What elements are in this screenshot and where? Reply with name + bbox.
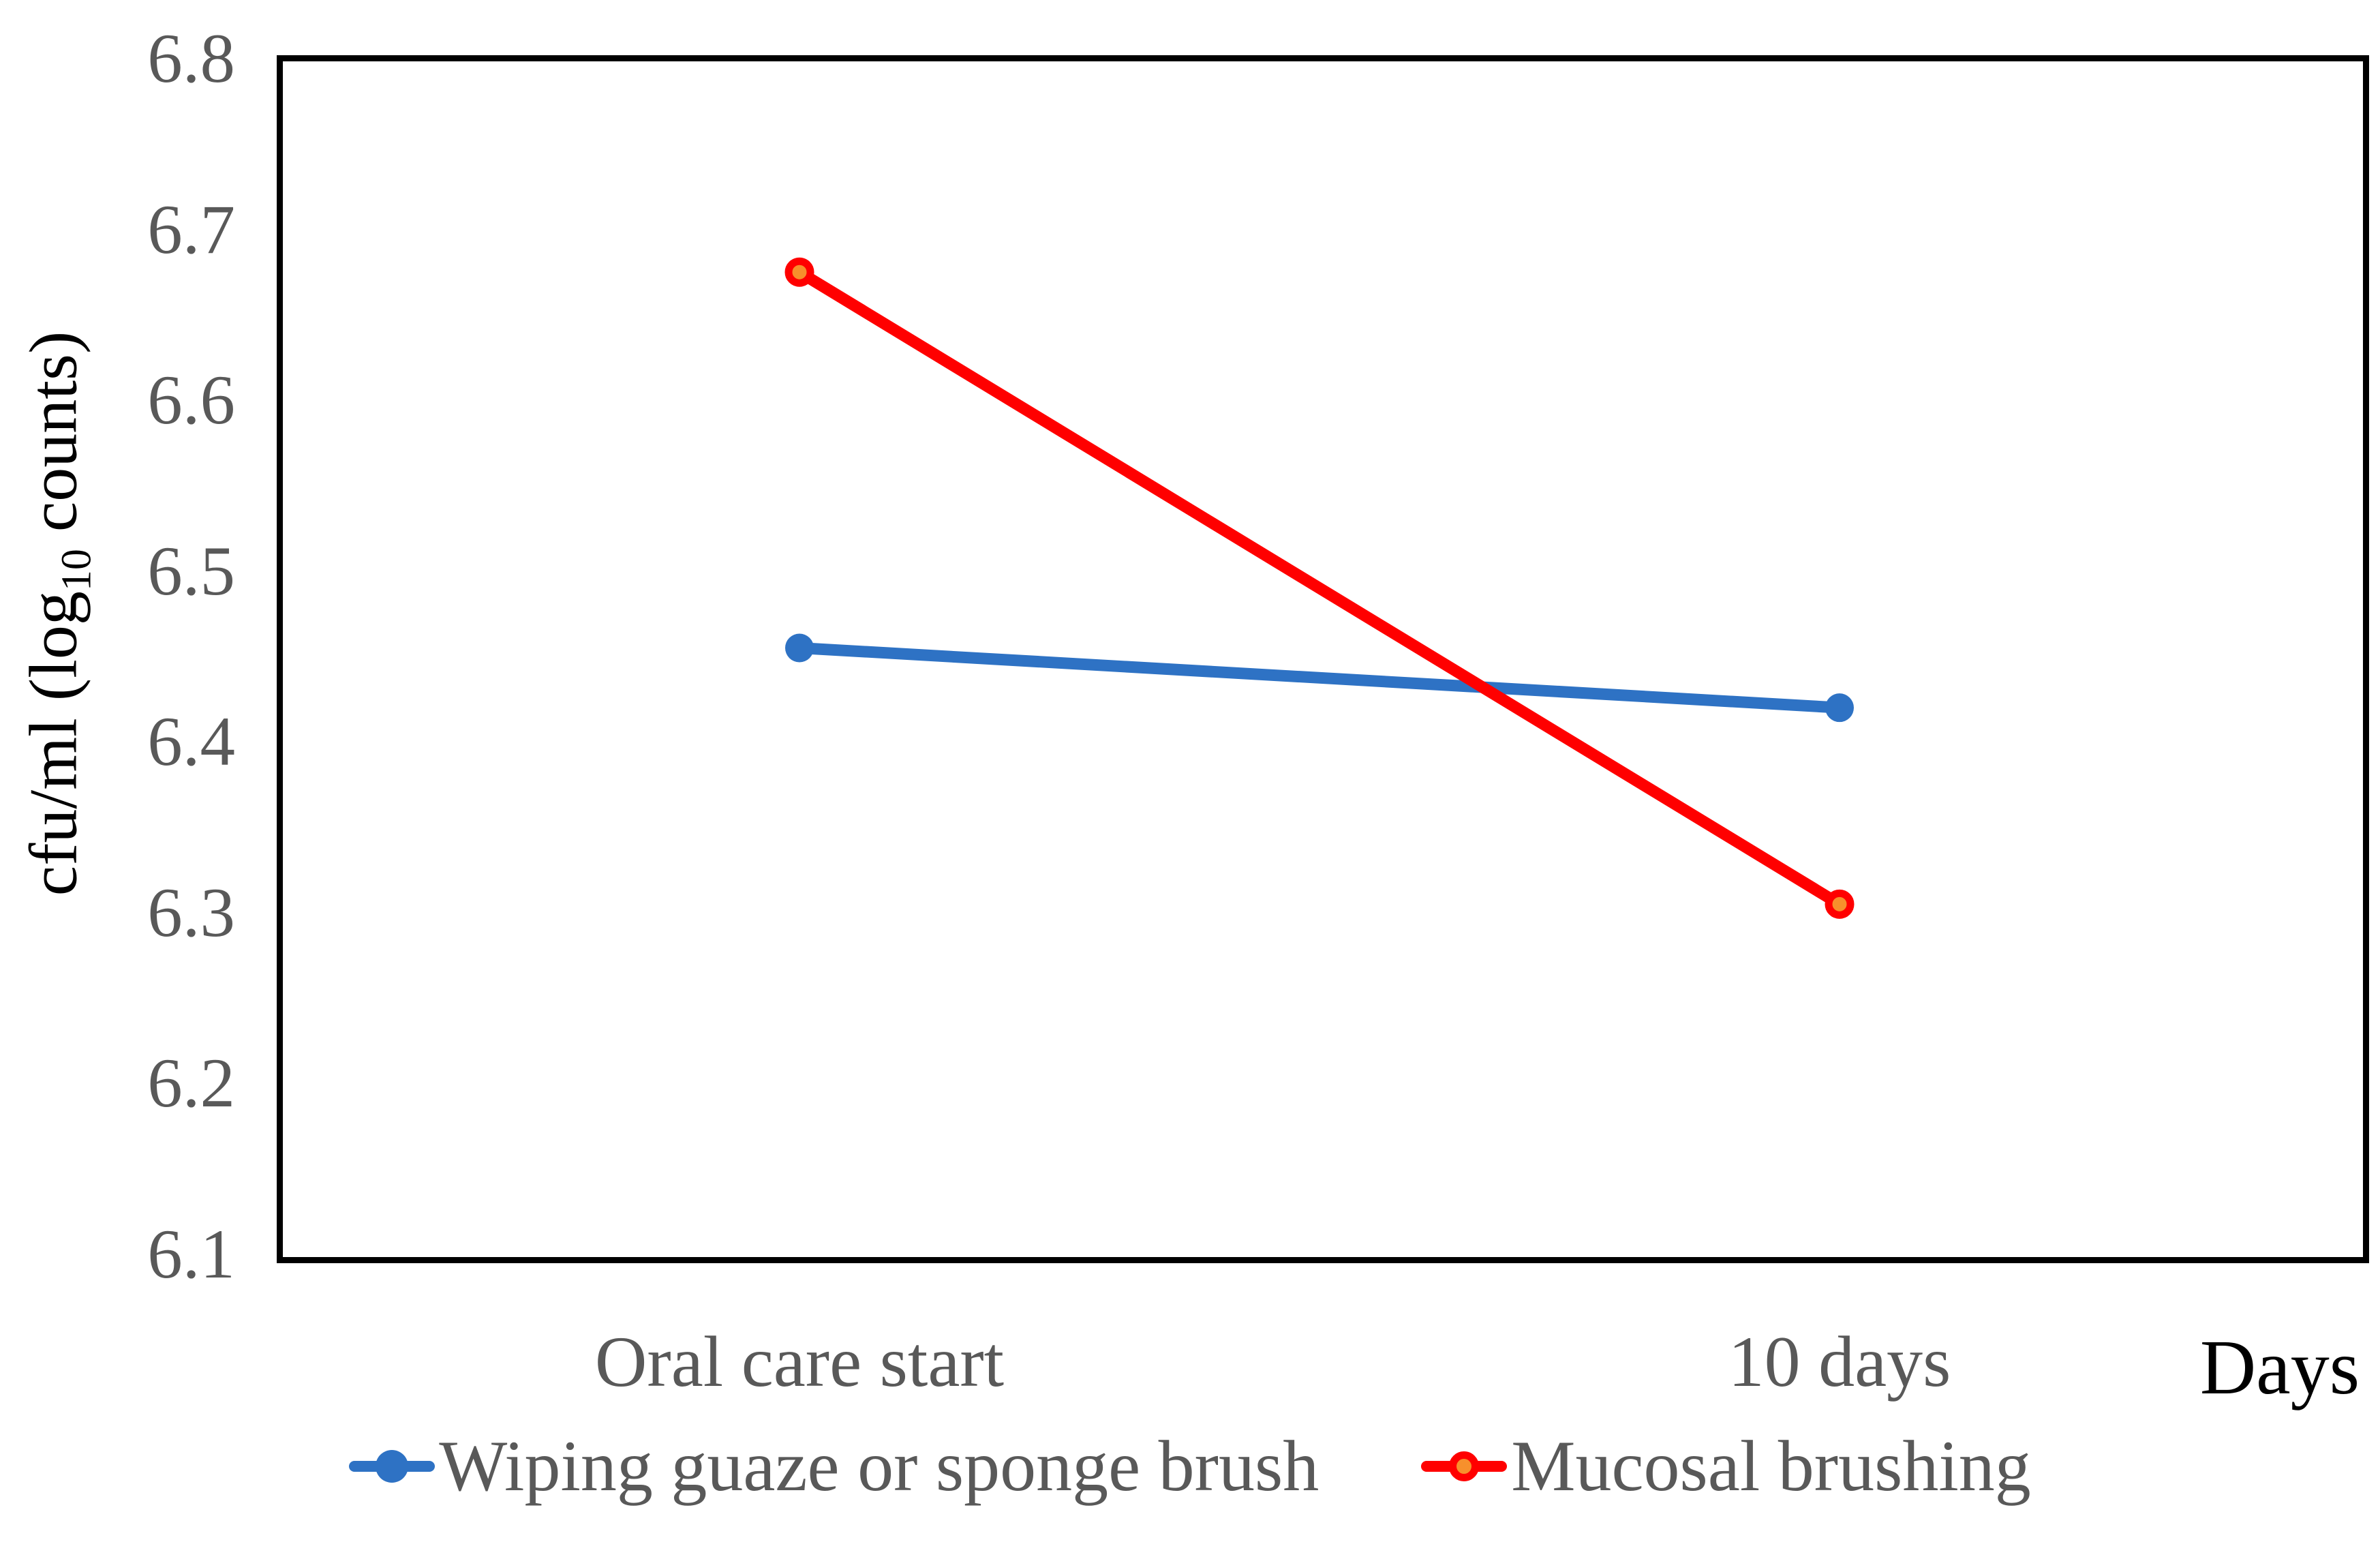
data-point-marker [1825, 693, 1854, 723]
y-tick-label: 6.8 [147, 20, 235, 97]
legend-label: Wiping guaze or sponge brush [439, 1426, 1319, 1506]
legend-line-marker-icon [349, 1446, 436, 1487]
y-tick-label: 6.7 [147, 190, 235, 269]
series-line [793, 641, 1846, 714]
legend-item: Mucosal brushing [1421, 1430, 2031, 1502]
plot-area-border [277, 55, 2369, 1263]
legend-dot [376, 1450, 409, 1483]
data-point-marker [1825, 889, 1855, 919]
legend-dot [1449, 1451, 1480, 1481]
data-point-marker [784, 257, 814, 287]
x-axis-title: Days [2199, 1324, 2360, 1410]
y-tick-label: 6.4 [147, 703, 235, 781]
legend-line-marker-icon [1421, 1446, 1508, 1487]
y-tick-label: 6.5 [147, 532, 235, 610]
x-tick-label: Oral care start [594, 1322, 1005, 1402]
data-point-marker [785, 633, 814, 663]
legend-item: Wiping guaze or sponge brush [349, 1430, 1319, 1502]
x-tick-label: 10 days [1728, 1322, 1951, 1402]
y-tick-label: 6.1 [147, 1215, 235, 1293]
series-line [793, 266, 1846, 910]
y-tick-label: 6.2 [147, 1044, 235, 1123]
y-tick-label: 6.6 [147, 361, 235, 440]
legend-label: Mucosal brushing [1511, 1426, 2031, 1506]
chart-legend: Wiping guaze or sponge brush Mucosal brus… [0, 1430, 2380, 1502]
y-tick-label: 6.3 [147, 873, 235, 952]
line-chart-svg [784, 257, 1855, 919]
